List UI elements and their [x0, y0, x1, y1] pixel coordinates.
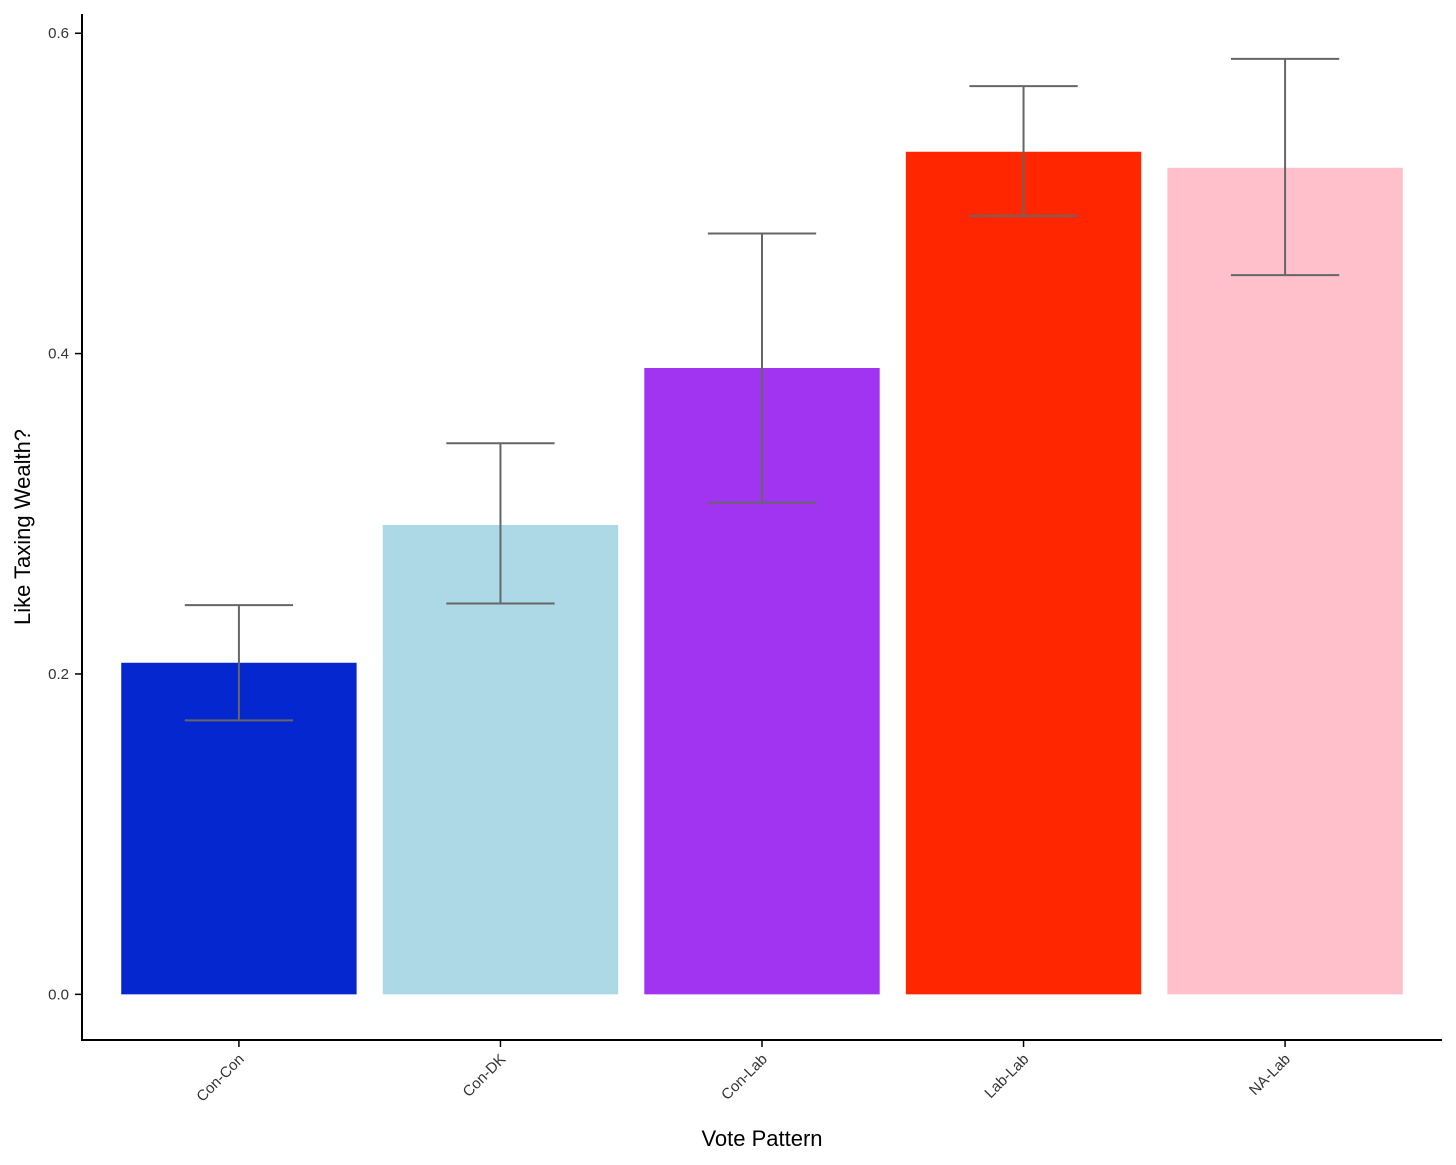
bar-na-lab — [1167, 167, 1403, 995]
x-tick-label: Con-DK — [460, 1051, 510, 1101]
y-tick-label: 0.0 — [48, 986, 69, 1003]
y-tick-label: 0.6 — [48, 25, 69, 42]
error-bar-con-lab — [707, 232, 817, 504]
y-tick-label: 0.4 — [48, 346, 69, 363]
x-axis-title: Vote Pattern — [701, 1126, 822, 1151]
x-tick-label: NA-Lab — [1246, 1051, 1294, 1099]
x-ticks-layer: Con-Con Con-DK Con-Lab Lab-Lab NA-Lab — [193, 1040, 1294, 1105]
error-bar-con-dk — [446, 442, 555, 605]
bar-lab-lab — [905, 151, 1142, 995]
error-bar-con-con — [184, 604, 294, 722]
y-tick-label: 0.2 — [48, 666, 69, 683]
error-bars-layer — [184, 57, 1340, 722]
y-ticks-layer: 0.0 0.2 0.4 0.6 — [48, 25, 82, 1003]
x-tick-label: Con-Con — [193, 1051, 247, 1105]
error-bar-na-lab — [1230, 57, 1340, 277]
x-tick-label: Con-Lab — [718, 1051, 771, 1104]
x-tick-label: Lab-Lab — [981, 1051, 1032, 1102]
error-bar-lab-lab — [969, 85, 1078, 217]
bars-layer — [121, 151, 1403, 995]
y-axis-title: Like Taxing Wealth? — [10, 429, 35, 625]
